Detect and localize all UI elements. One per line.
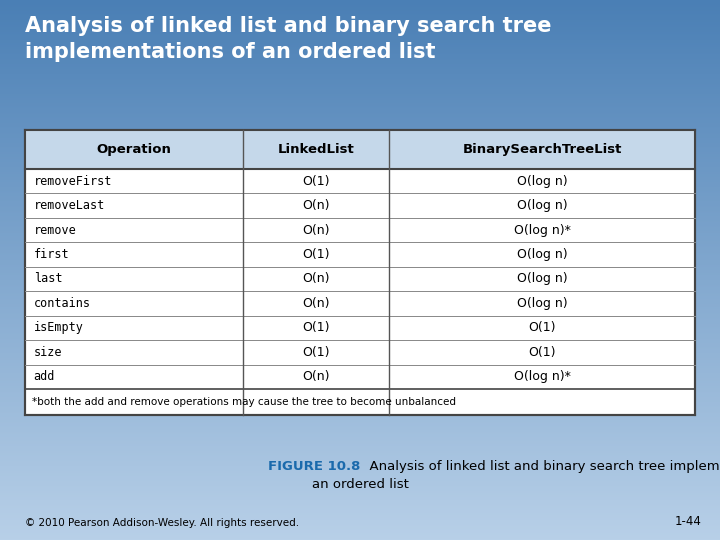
Text: O(1): O(1) bbox=[302, 174, 330, 187]
Text: O(log n)*: O(log n)* bbox=[513, 370, 570, 383]
Text: O(1): O(1) bbox=[528, 321, 556, 334]
Text: O(log n): O(log n) bbox=[517, 297, 567, 310]
Text: Analysis of linked list and binary search tree implementations of: Analysis of linked list and binary searc… bbox=[361, 460, 720, 473]
Text: O(n): O(n) bbox=[302, 273, 330, 286]
Text: isEmpty: isEmpty bbox=[34, 321, 84, 334]
Text: first: first bbox=[34, 248, 69, 261]
Text: Operation: Operation bbox=[96, 143, 171, 156]
Text: *both the add and remove operations may cause the tree to become unbalanced: *both the add and remove operations may … bbox=[32, 397, 456, 407]
Text: O(n): O(n) bbox=[302, 224, 330, 237]
Text: last: last bbox=[34, 273, 62, 286]
Text: an ordered list: an ordered list bbox=[312, 478, 408, 491]
Text: O(log n)*: O(log n)* bbox=[513, 224, 570, 237]
Text: 1-44: 1-44 bbox=[675, 515, 702, 528]
Text: size: size bbox=[34, 346, 62, 359]
Text: O(1): O(1) bbox=[302, 321, 330, 334]
Text: BinarySearchTreeList: BinarySearchTreeList bbox=[462, 143, 622, 156]
Text: O(1): O(1) bbox=[302, 248, 330, 261]
Text: O(log n): O(log n) bbox=[517, 273, 567, 286]
Text: O(n): O(n) bbox=[302, 199, 330, 212]
Text: O(n): O(n) bbox=[302, 297, 330, 310]
Bar bbox=[25, 130, 695, 415]
Text: LinkedList: LinkedList bbox=[278, 143, 355, 156]
Text: O(1): O(1) bbox=[302, 346, 330, 359]
Text: O(log n): O(log n) bbox=[517, 174, 567, 187]
Text: removeLast: removeLast bbox=[34, 199, 105, 212]
Text: O(log n): O(log n) bbox=[517, 199, 567, 212]
Text: O(n): O(n) bbox=[302, 370, 330, 383]
Text: Analysis of linked list and binary search tree
implementations of an ordered lis: Analysis of linked list and binary searc… bbox=[25, 16, 552, 62]
Text: contains: contains bbox=[34, 297, 91, 310]
Text: O(log n): O(log n) bbox=[517, 248, 567, 261]
Bar bbox=[25, 130, 695, 169]
Text: FIGURE 10.8: FIGURE 10.8 bbox=[268, 460, 360, 473]
Text: removeFirst: removeFirst bbox=[34, 174, 112, 187]
Text: O(1): O(1) bbox=[528, 346, 556, 359]
Text: © 2010 Pearson Addison-Wesley. All rights reserved.: © 2010 Pearson Addison-Wesley. All right… bbox=[25, 518, 300, 528]
Text: add: add bbox=[34, 370, 55, 383]
Text: remove: remove bbox=[34, 224, 76, 237]
